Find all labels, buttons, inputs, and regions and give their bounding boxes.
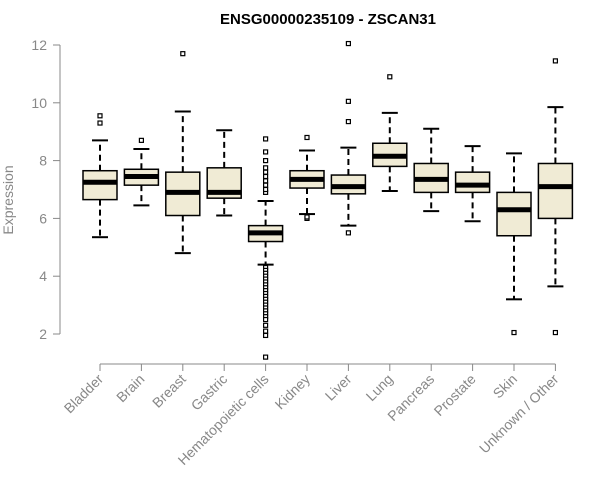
box-kidney — [289, 134, 325, 221]
outlier-point — [263, 158, 269, 164]
y-axis-label: Expression — [0, 165, 16, 234]
box-pancreas — [413, 127, 449, 213]
outlier-point — [263, 173, 269, 180]
outlier-point — [263, 169, 269, 175]
x-tick-label: Prostate — [431, 371, 479, 419]
outlier-point — [263, 182, 269, 188]
outlier-point — [263, 186, 269, 193]
outlier-point — [97, 113, 103, 119]
outlier-point — [552, 58, 559, 64]
x-tick-label: Brain — [113, 371, 147, 405]
x-tick-label: Liver — [322, 371, 355, 404]
box-gastric — [206, 129, 242, 217]
iqr-box — [82, 169, 118, 201]
outlier-point — [345, 98, 351, 104]
boxes-group — [82, 40, 574, 360]
x-tick-label: Unknown / Other — [476, 371, 562, 457]
y-tick-label: 4 — [39, 268, 47, 284]
outlier-point — [304, 134, 310, 141]
y-tick-label: 10 — [31, 95, 47, 111]
x-tick-label: Kidney — [272, 371, 314, 413]
y-tick-label: 8 — [39, 153, 47, 169]
outlier-point — [263, 136, 269, 142]
box-breast — [165, 51, 201, 255]
outlier-point — [97, 120, 103, 126]
outlier-point — [138, 137, 144, 143]
box-lung — [372, 74, 408, 192]
x-tick-label: Skin — [490, 371, 521, 402]
outlier-point — [263, 165, 269, 171]
box-bladder — [82, 113, 118, 239]
x-tick-label: Breast — [149, 371, 189, 411]
iqr-box — [537, 162, 574, 220]
outlier-point — [180, 51, 186, 57]
outlier-point — [263, 178, 269, 184]
y-axis: 2 4 6 8 10 12 — [31, 37, 61, 342]
outlier-point — [345, 230, 351, 236]
outlier-point — [263, 354, 269, 360]
outlier-point — [345, 118, 351, 125]
iqr-box — [454, 171, 491, 194]
outlier-point — [263, 332, 269, 339]
box-hematopoietic-cells — [247, 136, 284, 360]
y-tick-label: 12 — [31, 37, 47, 53]
box-brain — [123, 137, 160, 207]
box-liver — [330, 40, 367, 236]
iqr-box — [496, 191, 532, 237]
box-prostate — [454, 145, 491, 223]
y-tick-label: 6 — [39, 210, 47, 226]
box-skin — [496, 152, 532, 336]
outlier-point — [304, 214, 310, 220]
x-tick-label: Lung — [363, 371, 396, 404]
outlier-point — [263, 149, 269, 155]
box-unknown-other — [537, 58, 574, 336]
outlier-point — [263, 328, 269, 334]
y-tick-label: 2 — [39, 326, 47, 342]
outlier-point — [263, 316, 269, 323]
outlier-point — [511, 329, 517, 336]
outlier-point — [387, 74, 393, 80]
outlier-point — [345, 40, 351, 47]
outlier-point — [263, 322, 269, 328]
chart-title: ENSG00000235109 - ZSCAN31 — [220, 11, 436, 28]
outlier-point — [552, 329, 559, 336]
x-tick-label: Bladder — [61, 371, 107, 417]
